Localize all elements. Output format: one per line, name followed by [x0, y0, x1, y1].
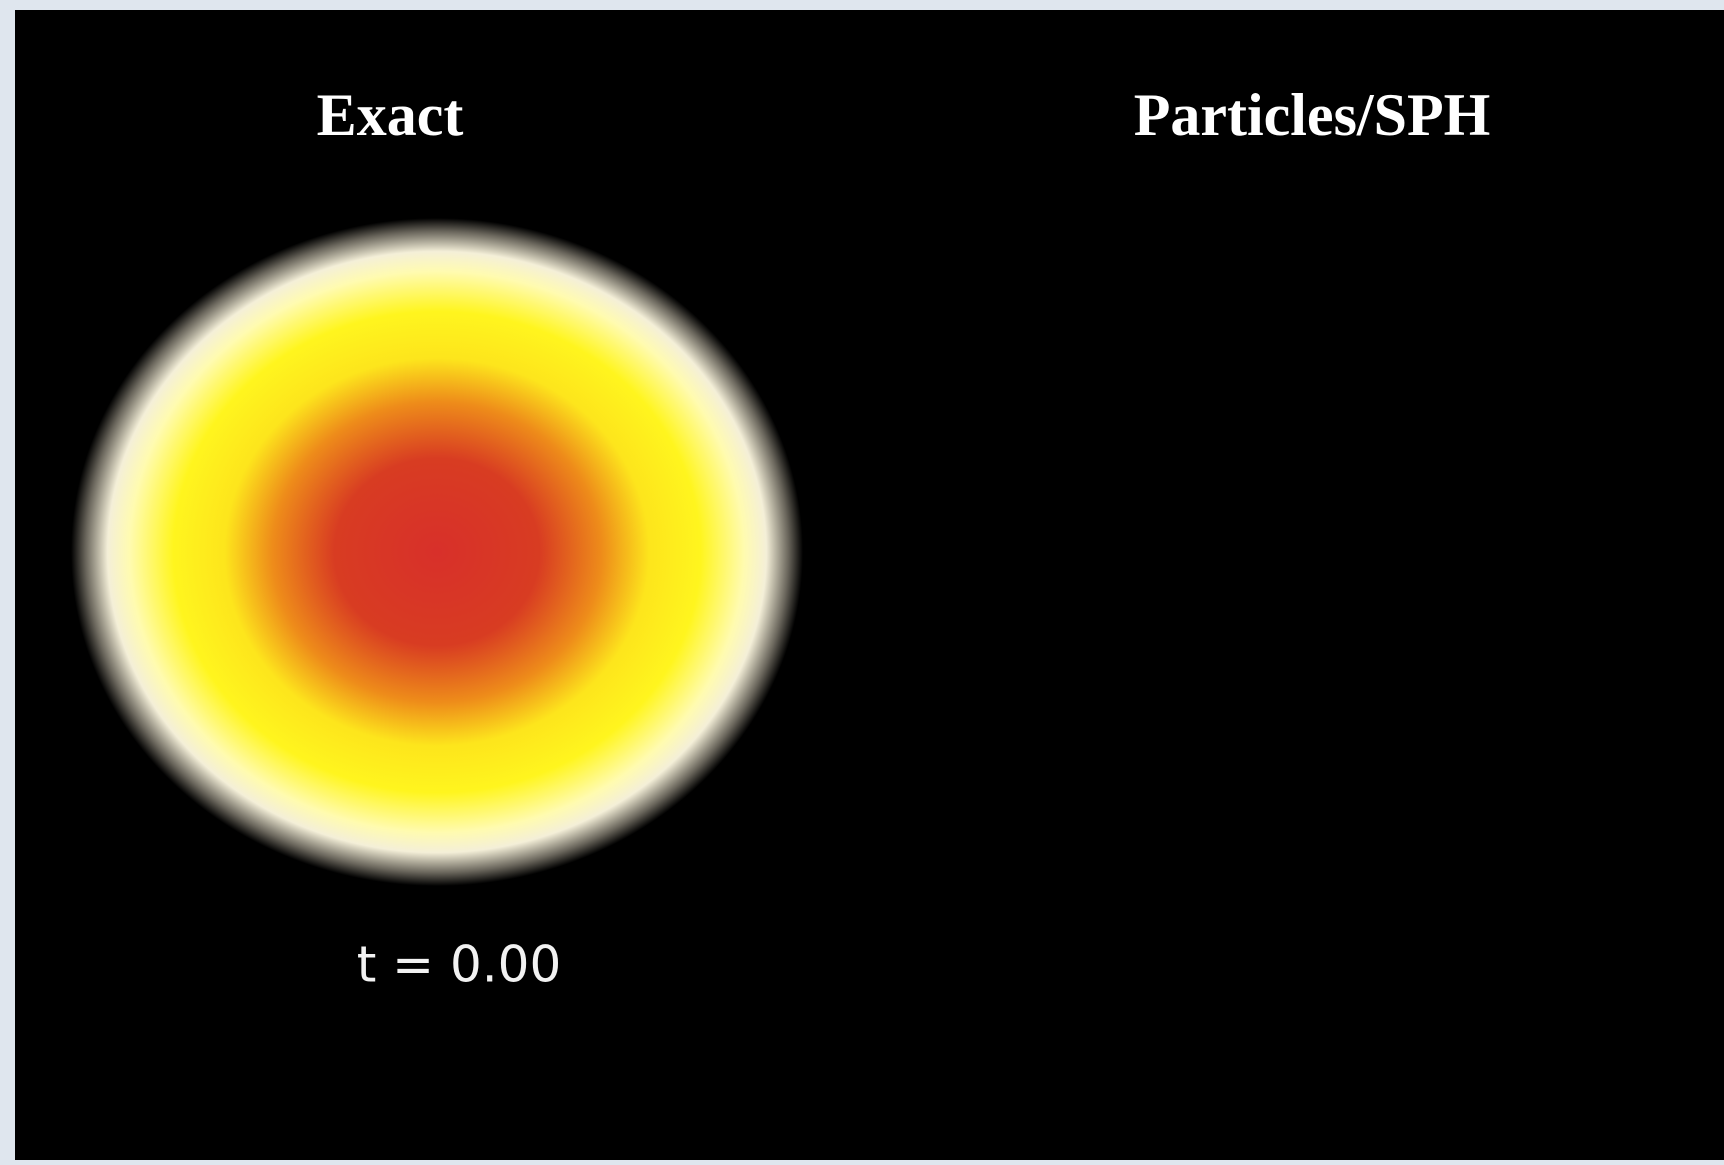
panel-title: Particles/SPH [1134, 82, 1491, 148]
page: {"panels": [{"title": "Exact"}, {"title"… [0, 0, 1724, 1165]
density-blob [71, 218, 803, 886]
time-label: t = 0.00 [357, 936, 562, 994]
simulation-frame: Exact Particles/SPH t = 0.00 [0, 0, 1724, 1165]
panel-title: Exact [317, 82, 464, 148]
